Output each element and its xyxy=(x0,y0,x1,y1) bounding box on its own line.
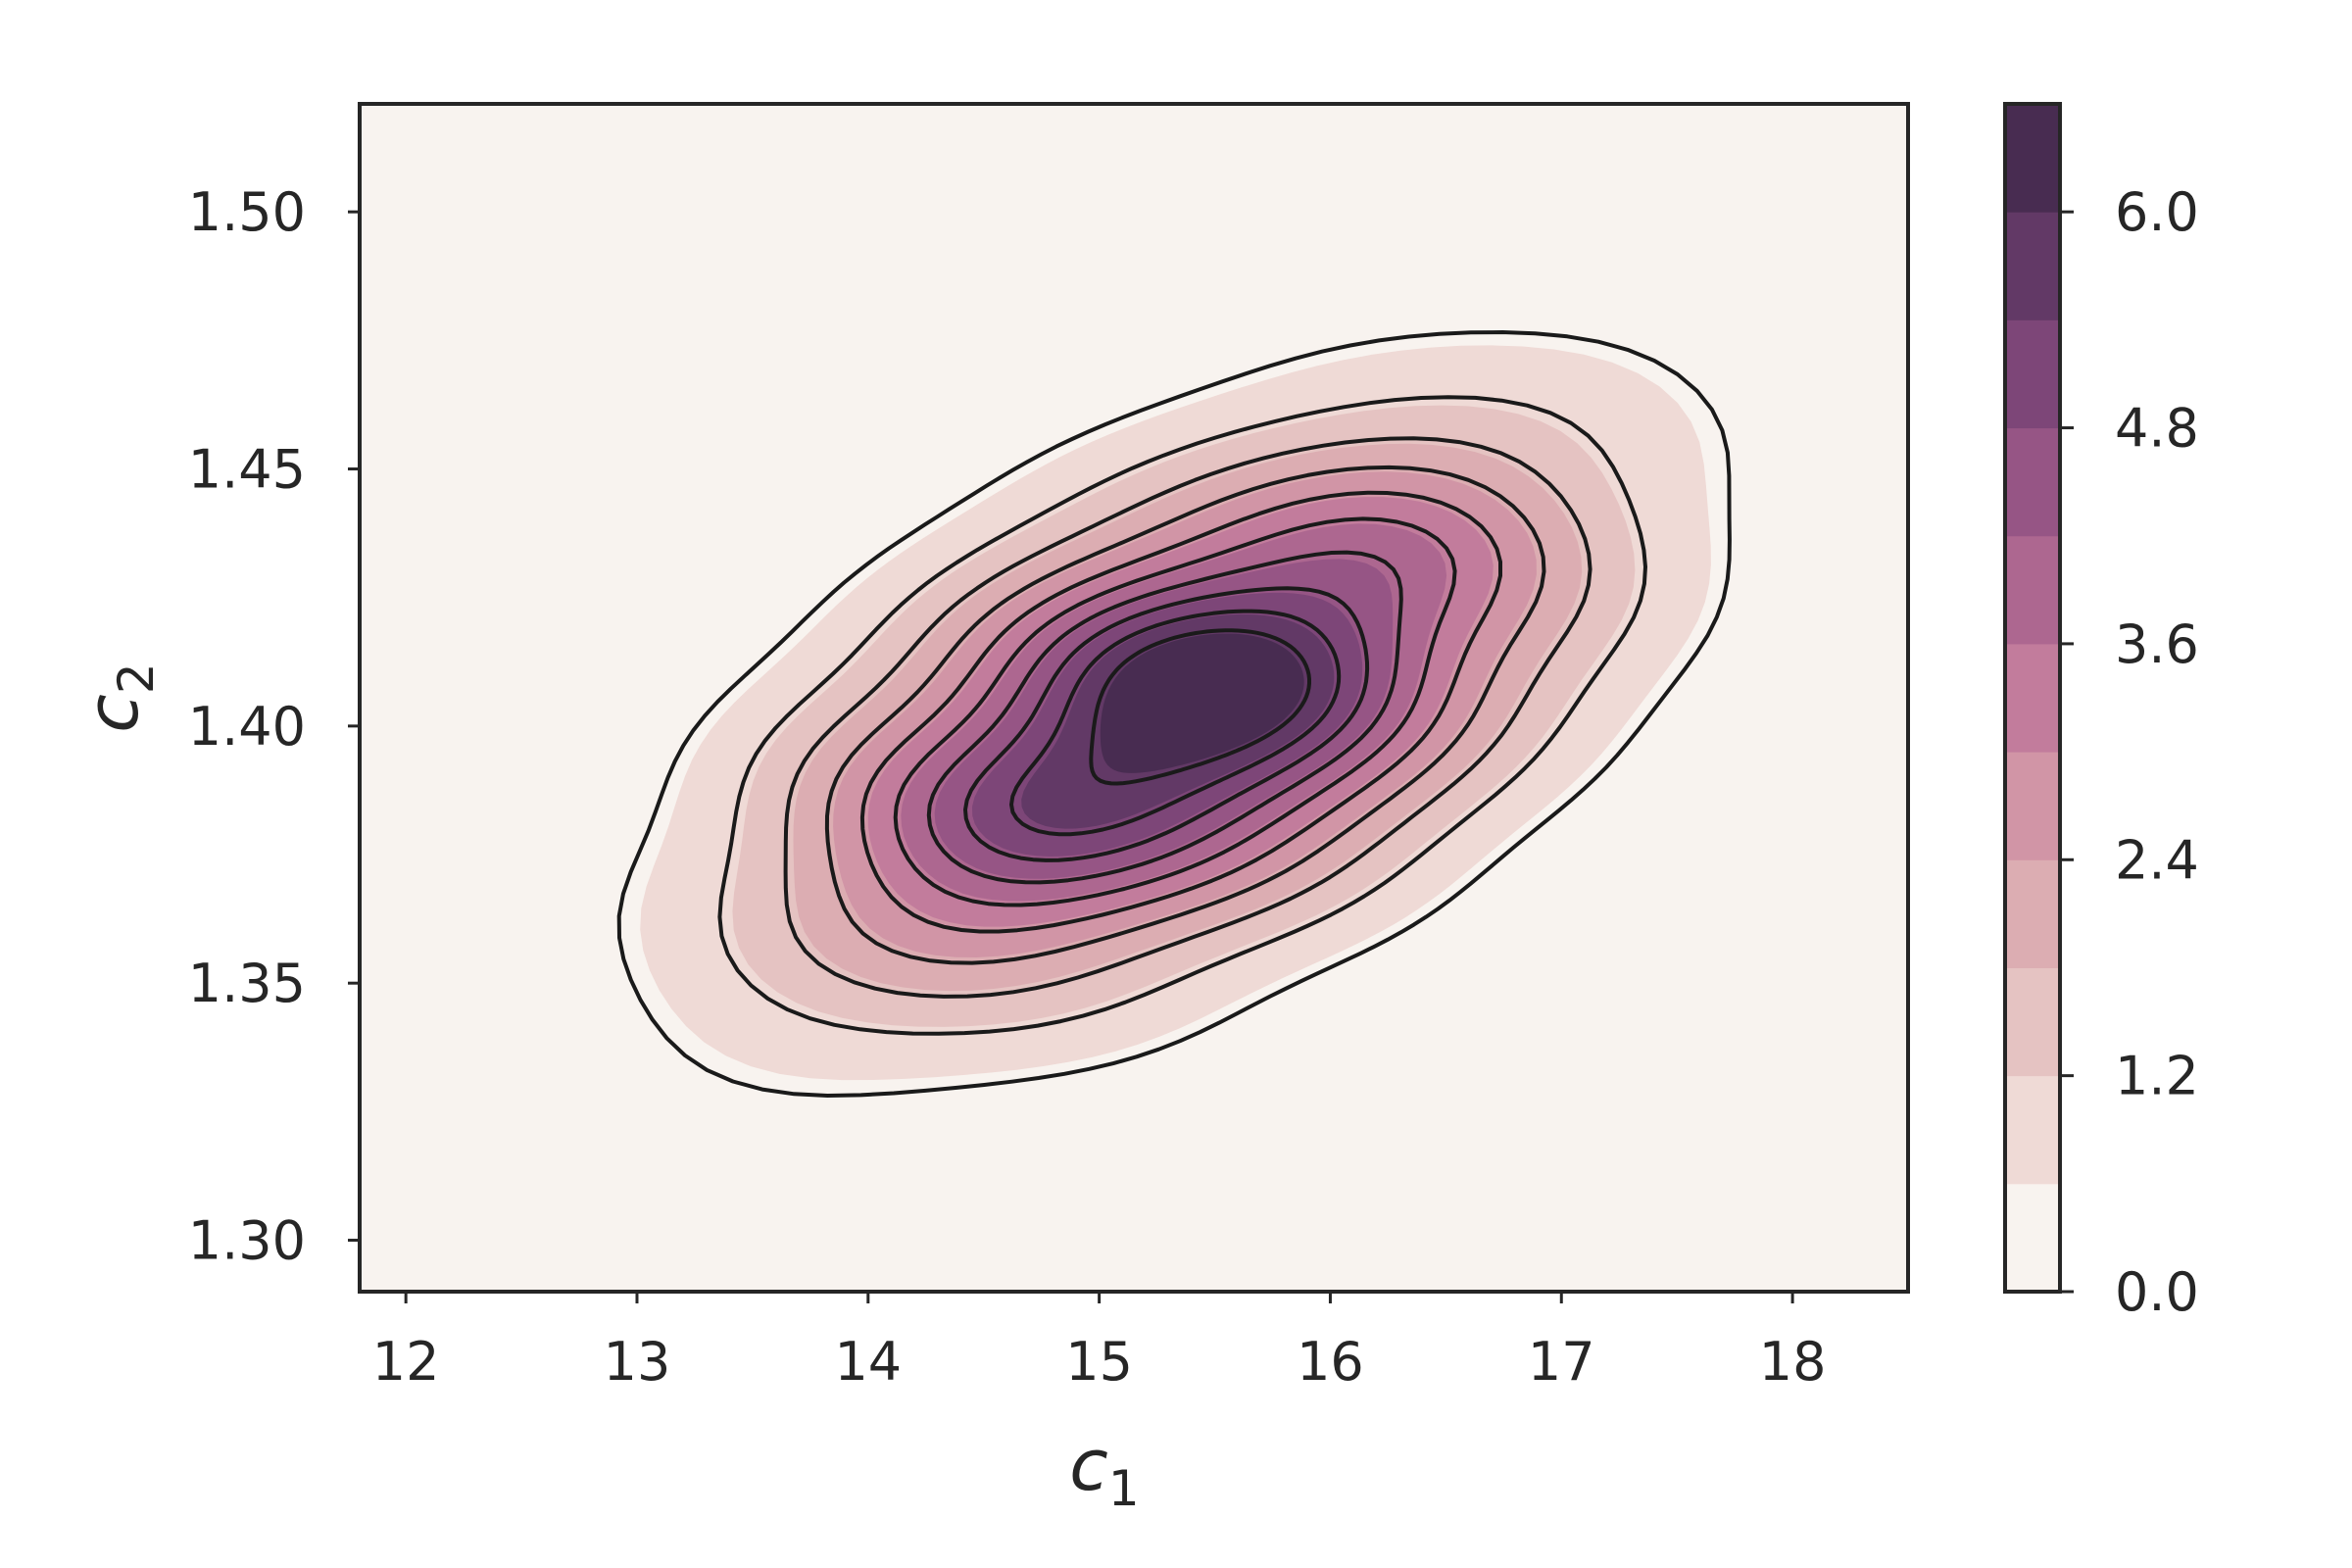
x-axis-ticks: 12 13 14 15 16 17 18 xyxy=(372,1292,1827,1393)
x-tick-label: 16 xyxy=(1297,1331,1364,1393)
contour-line xyxy=(1089,628,1311,786)
y-tick-label: 1.35 xyxy=(188,953,306,1014)
colorbar: 0.0 1.2 2.4 3.6 4.8 6.0 xyxy=(2003,102,2199,1323)
x-axis-label: c1 xyxy=(1069,1424,1139,1517)
colorbar-band xyxy=(2005,535,2060,645)
x-tick-label: 15 xyxy=(1065,1331,1133,1393)
contour-line xyxy=(1009,609,1342,837)
colorbar-tick-label: 2.4 xyxy=(2115,829,2199,891)
plot-area xyxy=(358,102,1910,1294)
colorbar-tick-label: 1.2 xyxy=(2115,1046,2199,1107)
colorbar-band xyxy=(2005,859,2060,968)
plot-frame xyxy=(358,102,1910,1294)
density-fill-layer xyxy=(640,345,1711,1081)
y-axis-label: c2 xyxy=(72,662,165,732)
colorbar-tick-label: 6.0 xyxy=(2115,181,2199,243)
colorbar-band xyxy=(2005,967,2060,1077)
y-tick-label: 1.50 xyxy=(188,181,306,243)
contour-line-layer xyxy=(616,330,1732,1098)
contour-line xyxy=(616,330,1732,1098)
colorbar-bands xyxy=(2005,104,2060,1293)
colorbar-tick-label: 3.6 xyxy=(2115,613,2199,675)
colorbar-tick-label: 4.8 xyxy=(2115,398,2199,460)
contour-line xyxy=(926,550,1403,885)
contour-line xyxy=(963,586,1370,862)
colorbar-band xyxy=(2005,1075,2060,1185)
y-tick-label: 1.45 xyxy=(188,439,306,501)
contour-line xyxy=(893,516,1457,907)
colorbar-band xyxy=(2005,643,2060,753)
contour-line xyxy=(824,465,1546,965)
contour-line xyxy=(859,490,1502,934)
colorbar-ticks: 0.0 1.2 2.4 3.6 4.8 6.0 xyxy=(2060,181,2199,1323)
contour-line xyxy=(717,395,1647,1036)
colorbar-band xyxy=(2005,1183,2060,1293)
colorbar-band xyxy=(2005,212,2060,320)
x-tick-label: 12 xyxy=(372,1331,440,1393)
y-axis-ticks: 1.30 1.35 1.40 1.45 1.50 xyxy=(188,181,360,1272)
x-tick-label: 18 xyxy=(1759,1331,1827,1393)
colorbar-band xyxy=(2005,319,2060,429)
colorbar-tick-label: 0.0 xyxy=(2115,1261,2199,1323)
colorbar-band xyxy=(2005,752,2060,860)
x-tick-label: 17 xyxy=(1528,1331,1595,1393)
y-tick-label: 1.40 xyxy=(188,696,306,758)
density-band xyxy=(1100,633,1304,773)
x-tick-label: 14 xyxy=(834,1331,902,1393)
colorbar-band xyxy=(2005,427,2060,537)
x-tick-label: 13 xyxy=(604,1331,671,1393)
y-tick-label: 1.30 xyxy=(188,1210,306,1272)
contour-line xyxy=(783,436,1592,999)
colorbar-frame xyxy=(2003,102,2062,1294)
colorbar-band xyxy=(2005,104,2060,213)
